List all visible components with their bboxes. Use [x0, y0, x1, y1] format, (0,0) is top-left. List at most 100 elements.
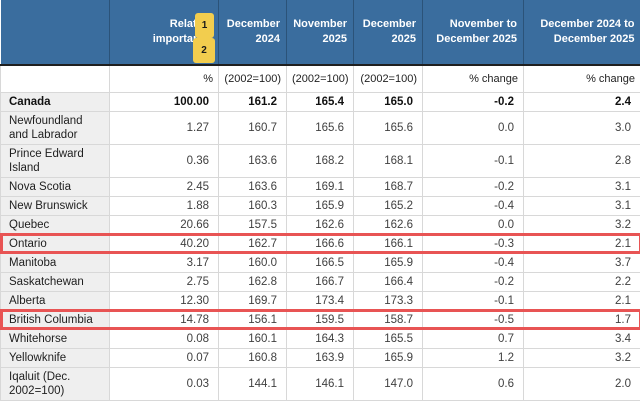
data-cell: 144.1 [218, 366, 287, 401]
table-row-new-brunswick: New Brunswick 1.88 160.3 165.9 165.2 -0.4 3.1 [0, 195, 640, 216]
row-label: Whitehorse [0, 328, 110, 349]
col-header-december-2025: December 2025 [353, 0, 423, 65]
data-cell: 156.1 [218, 309, 287, 330]
data-cell: 160.3 [218, 195, 287, 216]
data-cell: 165.6 [353, 110, 423, 145]
table-row-nova-scotia: Nova Scotia 2.45 163.6 169.1 168.7 -0.2 3.1 [0, 176, 640, 197]
data-cell: 147.0 [353, 366, 423, 401]
table-body: Canada 100.00 161.2 165.4 165.0 -0.2 2.4 Newfou… [0, 91, 640, 401]
unit-cell: (2002=100) [286, 65, 354, 93]
data-cell: 165.2 [353, 195, 423, 216]
data-cell: 3.2 [523, 347, 640, 368]
col-header-december-2024: December 2024 [218, 0, 287, 65]
data-cell: 166.4 [353, 271, 423, 292]
data-cell: 3.2 [523, 214, 640, 235]
col-header-relative-importance: Relative importance 1 2 [109, 0, 219, 65]
data-cell: 165.9 [353, 347, 423, 368]
data-cell: 3.4 [523, 328, 640, 349]
data-cell: 3.0 [523, 110, 640, 145]
footnote-1-badge[interactable]: 1 [195, 13, 214, 38]
table-row-iqaluit-dec-2002-100: Iqaluit (Dec. 2002=100) 0.03 144.1 146.1 147… [0, 366, 640, 401]
data-cell: 169.7 [218, 290, 287, 311]
data-cell: 163.6 [218, 176, 287, 197]
data-cell: 162.6 [286, 214, 354, 235]
row-label: Iqaluit (Dec. 2002=100) [0, 366, 110, 401]
table-row-ontario: Ontario 40.20 162.7 166.6 166.1 -0.3 2.1 [0, 233, 640, 254]
table-row-whitehorse: Whitehorse 0.08 160.1 164.3 165.5 0.7 3.4 [0, 328, 640, 349]
data-cell: 100.00 [109, 91, 219, 112]
data-cell: 165.5 [353, 328, 423, 349]
data-cell: 2.2 [523, 271, 640, 292]
data-cell: 158.7 [353, 309, 423, 330]
table-row-quebec: Quebec 20.66 157.5 162.6 162.6 0.0 3.2 [0, 214, 640, 235]
data-cell: -0.2 [422, 271, 524, 292]
col-header-november-2025: November 2025 [286, 0, 354, 65]
col-header-dec-2024-to-dec-2025: December 2024 to December 2025 [523, 0, 640, 65]
row-label: Alberta [0, 290, 110, 311]
data-cell: 1.88 [109, 195, 219, 216]
data-cell: 3.1 [523, 176, 640, 197]
unit-cell: % change [523, 65, 640, 93]
data-cell: -0.4 [422, 252, 524, 273]
data-cell: 0.36 [109, 143, 219, 178]
unit-cell: % [109, 65, 219, 93]
row-label: Canada [0, 91, 110, 112]
data-cell: 14.78 [109, 309, 219, 330]
data-cell: 40.20 [109, 233, 219, 254]
row-label: Prince Edward Island [0, 143, 110, 178]
data-cell: 169.1 [286, 176, 354, 197]
data-cell: 146.1 [286, 366, 354, 401]
table-row-manitoba: Manitoba 3.17 160.0 166.5 165.9 -0.4 3.7 [0, 252, 640, 273]
data-cell: 165.4 [286, 91, 354, 112]
data-cell: 0.08 [109, 328, 219, 349]
table-row-yellowknife: Yellowknife 0.07 160.8 163.9 165.9 1.2 3.2 [0, 347, 640, 368]
data-cell: -0.2 [422, 176, 524, 197]
col-header-nov-to-dec-2025: November to December 2025 [422, 0, 524, 65]
data-cell: 157.5 [218, 214, 287, 235]
data-cell: 166.6 [286, 233, 354, 254]
data-cell: 173.3 [353, 290, 423, 311]
data-cell: 164.3 [286, 328, 354, 349]
data-cell: 0.0 [422, 214, 524, 235]
data-cell: 165.9 [353, 252, 423, 273]
data-cell: 168.2 [286, 143, 354, 178]
data-cell: 166.1 [353, 233, 423, 254]
row-label: Nova Scotia [0, 176, 110, 197]
table-row-saskatchewan: Saskatchewan 2.75 162.8 166.7 166.4 -0.2 2.2 [0, 271, 640, 292]
units-row: % (2002=100) (2002=100) (2002=100) % cha… [0, 65, 640, 93]
data-cell: 2.0 [523, 366, 640, 401]
footnote-2-badge[interactable]: 2 [193, 38, 215, 63]
row-label: Quebec [0, 214, 110, 235]
data-cell: -0.1 [422, 290, 524, 311]
data-cell: 160.7 [218, 110, 287, 145]
table-row-alberta: Alberta 12.30 169.7 173.4 173.3 -0.1 2.1 [0, 290, 640, 311]
unit-cell: % change [422, 65, 524, 93]
data-cell: -0.2 [422, 91, 524, 112]
data-cell: -0.3 [422, 233, 524, 254]
data-cell: 159.5 [286, 309, 354, 330]
unit-cell: (2002=100) [218, 65, 287, 93]
row-label: Saskatchewan [0, 271, 110, 292]
data-cell: 163.9 [286, 347, 354, 368]
data-cell: 160.1 [218, 328, 287, 349]
data-cell: -0.4 [422, 195, 524, 216]
table-row-canada: Canada 100.00 161.2 165.4 165.0 -0.2 2.4 [0, 91, 640, 112]
data-cell: 165.9 [286, 195, 354, 216]
table-row-prince-edward-island: Prince Edward Island 0.36 163.6 168.2 168.1-… [0, 143, 640, 178]
data-cell: 0.0 [422, 110, 524, 145]
data-cell: 0.03 [109, 366, 219, 401]
row-label: Yellowknife [0, 347, 110, 368]
data-cell: 2.8 [523, 143, 640, 178]
data-cell: 3.1 [523, 195, 640, 216]
data-cell: 2.1 [523, 233, 640, 254]
units-corner-cell [0, 65, 110, 93]
data-cell: 166.5 [286, 252, 354, 273]
data-cell: 165.6 [286, 110, 354, 145]
data-cell: 20.66 [109, 214, 219, 235]
data-cell: 1.27 [109, 110, 219, 145]
table-row-british-columbia: British Columbia 14.78 156.1 159.5 158.7 -0.5… [0, 309, 640, 330]
data-cell: 2.1 [523, 290, 640, 311]
data-cell: 162.7 [218, 233, 287, 254]
